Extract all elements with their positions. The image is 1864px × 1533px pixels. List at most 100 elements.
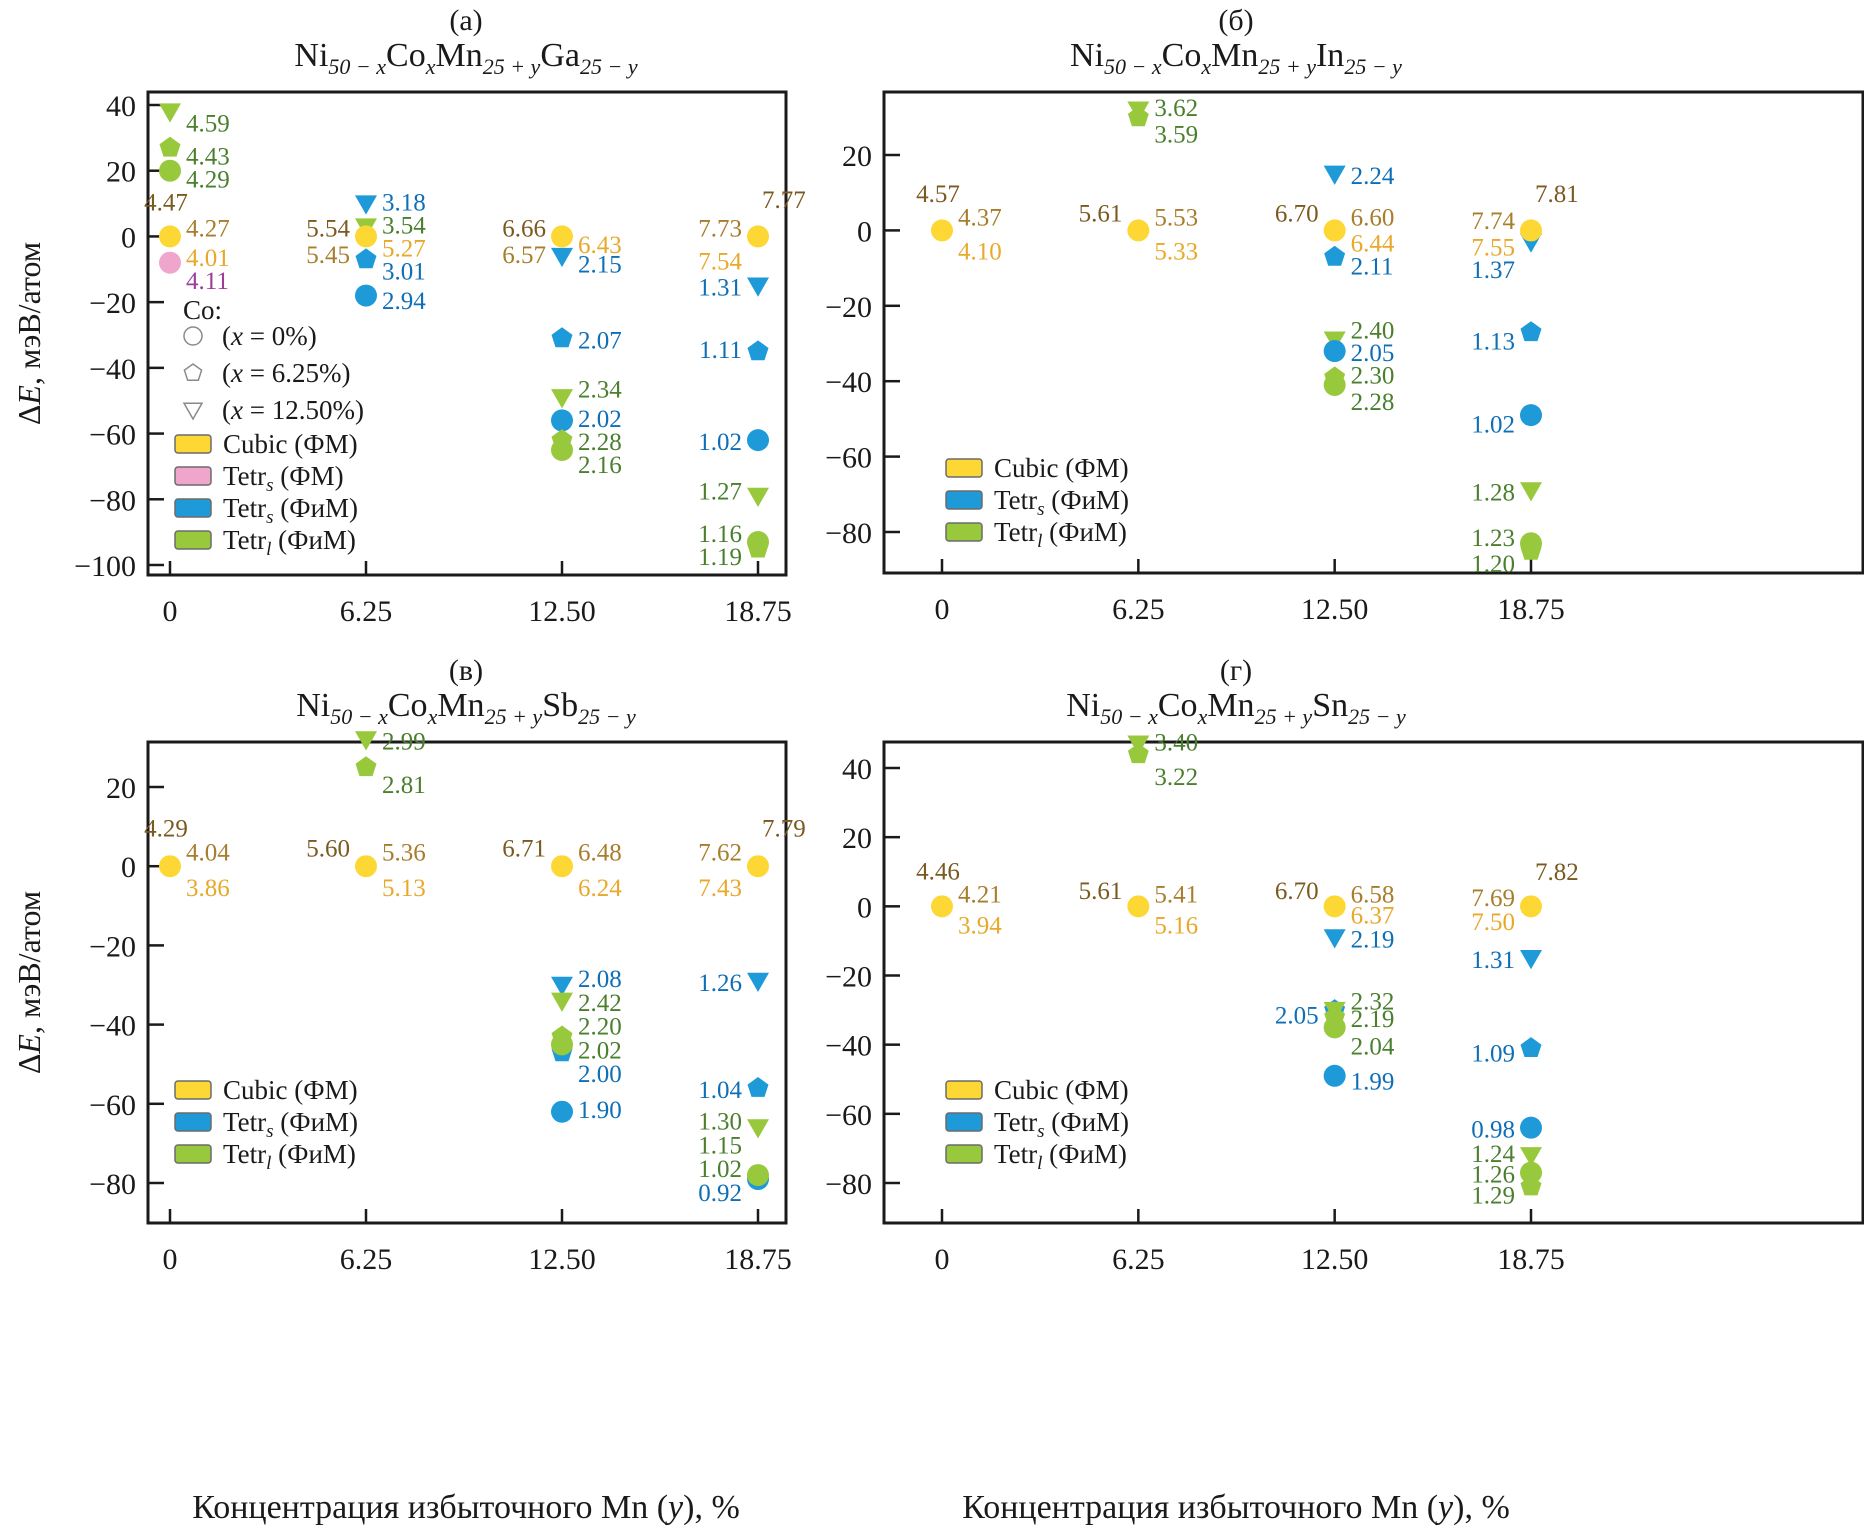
panel-title: Ni50 − xCoxMn25 + ySb25 − y — [296, 687, 636, 729]
value-label: 4.59 — [186, 110, 230, 137]
marker-tetr_s_fim-triangle-down — [1323, 929, 1346, 949]
marker-tetr_s_fim-triangle-down — [1323, 165, 1346, 185]
marker-tetr_s_fim-triangle-down — [551, 247, 573, 268]
co-legend-label: (x = 0%) — [222, 321, 317, 351]
value-label: 2.81 — [382, 772, 426, 799]
value-label: 1.31 — [698, 275, 742, 302]
marker-tetr_l_fim-circle — [551, 439, 573, 461]
value-label: 3.62 — [1154, 95, 1198, 122]
plot-frame — [146, 740, 788, 1225]
value-label: 1.13 — [1471, 329, 1515, 356]
value-label: 2.32 — [1351, 989, 1395, 1016]
x-tick-label: 12.50 — [528, 1243, 596, 1276]
value-label: 1.29 — [1471, 1182, 1515, 1209]
value-label: 1.26 — [698, 970, 742, 997]
value-label: 2.30 — [1351, 363, 1395, 390]
marker-tetr_s_fim-circle — [1520, 404, 1542, 427]
value-label: 5.27 — [382, 235, 426, 262]
marker-tetr_l_fim-triangle-down — [747, 1119, 769, 1139]
value-label: 2.24 — [1351, 163, 1395, 190]
value-label: 5.60 — [306, 835, 350, 862]
panel-title: Ni50 − xCoxMn25 + yGa25 − y — [294, 37, 637, 79]
value-label: 7.50 — [1471, 909, 1515, 936]
x-tick-label: 12.50 — [1301, 1243, 1369, 1276]
legend-label: Tetrs (ФиМ) — [994, 485, 1129, 520]
value-label: 7.54 — [698, 248, 742, 275]
value-label: 5.16 — [1154, 913, 1198, 940]
plot-frame — [882, 90, 1864, 575]
y-tick-label: −80 — [89, 484, 136, 517]
value-label: 2.94 — [382, 288, 426, 315]
marker-cubic_fm-circle — [1323, 219, 1346, 242]
y-tick-label: −40 — [89, 1010, 136, 1043]
value-label: 5.53 — [1154, 204, 1198, 231]
marker-tetr_s_fim-pentagon — [551, 327, 573, 348]
x-axis-label: Концентрация избыточного Mn (y), % — [962, 1489, 1510, 1526]
marker-cubic_fm-circle — [1520, 895, 1542, 918]
legend-label: Tetrs (ФМ) — [223, 461, 344, 496]
marker-tetr_s_fim-circle — [355, 284, 377, 307]
marker-tetr_l_fim-triangle-down — [1520, 1147, 1542, 1167]
x-axis-label: Концентрация избыточного Mn (y), % — [192, 1489, 740, 1526]
co-legend-label: (x = 12.50%) — [222, 395, 364, 425]
legend: Cubic (ФМ)Tetrs (ФиМ)Tetrl (ФиМ) — [174, 1075, 358, 1174]
legend-label: Cubic (ФМ) — [223, 429, 358, 459]
y-tick-label: −80 — [825, 517, 872, 550]
legend: Co:(x = 0%) (x = 6.25%) (x = 12.50%) Cubic … — [174, 295, 364, 560]
y-tick-label: −40 — [89, 353, 136, 386]
marker-cubic_fm-circle — [355, 855, 377, 878]
value-label: 6.24 — [578, 875, 622, 902]
co-legend-pentagon-icon — [183, 363, 203, 382]
value-label: 2.19 — [1351, 1006, 1395, 1033]
value-label: 2.11 — [1351, 253, 1394, 280]
value-label: 2.19 — [1351, 926, 1395, 953]
y-tick-label: −20 — [825, 961, 872, 994]
value-label: 2.28 — [1351, 389, 1395, 416]
value-label: 4.01 — [186, 245, 230, 272]
legend-label: Tetrs (ФиМ) — [223, 1107, 358, 1142]
legend-swatch-tetr_l_fim — [174, 1144, 212, 1164]
value-label: 7.74 — [1471, 208, 1515, 235]
marker-tetr_s_fim-pentagon — [747, 1077, 769, 1097]
legend-swatch-cubic_fm — [945, 458, 983, 478]
value-label: 1.24 — [1471, 1141, 1515, 1168]
y-tick-label: 40 — [106, 90, 136, 123]
marker-cubic_fm-circle — [931, 895, 953, 918]
marker-cubic_fm-circle — [747, 855, 769, 878]
y-tick-label: −40 — [825, 1030, 872, 1063]
value-label: 2.99 — [382, 728, 426, 755]
legend-label: Cubic (ФМ) — [994, 453, 1129, 483]
legend-swatch-tetr_s_fim — [174, 498, 212, 518]
marker-tetr_l_fim-pentagon — [1127, 743, 1149, 764]
x-tick-label: 6.25 — [340, 1243, 393, 1276]
marker-cubic_fm-circle — [551, 855, 573, 878]
value-label: 0.92 — [698, 1180, 742, 1207]
marker-cubic_fm-circle — [1520, 219, 1542, 242]
x-tick-label: 0 — [935, 1243, 950, 1276]
legend-label: Tetrs (ФиМ) — [223, 493, 358, 528]
legend-label: Tetrs (ФиМ) — [994, 1107, 1129, 1142]
x-tick-label: 18.75 — [1497, 1243, 1565, 1276]
y-tick-label: −100 — [74, 550, 136, 583]
legend: Cubic (ФМ)Tetrs (ФиМ)Tetrl (ФиМ) — [945, 1075, 1129, 1174]
co-legend-title: Co: — [183, 295, 222, 325]
legend-swatch-tetr_s_fim — [945, 490, 983, 510]
marker-tetr_l_fim-circle — [747, 1164, 769, 1187]
value-label: 6.57 — [502, 242, 546, 269]
marker-tetr_l_fim-triangle-down — [159, 103, 181, 123]
value-label: 3.59 — [1154, 121, 1198, 148]
value-label: 1.90 — [578, 1097, 622, 1124]
y-tick-label: −20 — [89, 930, 136, 963]
x-tick-label: 6.25 — [1112, 1243, 1165, 1276]
value-label: 1.28 — [1471, 480, 1515, 507]
marker-tetr_l_fim-pentagon — [355, 756, 377, 777]
value-label: 1.02 — [698, 1156, 742, 1183]
value-label: 6.43 — [578, 232, 622, 259]
marker-tetr_l_fim-circle — [551, 1033, 573, 1056]
marker-tetr_s_fim-circle — [747, 429, 769, 452]
legend-label: Cubic (ФМ) — [994, 1075, 1129, 1105]
co-legend-label: (x = 6.25%) — [222, 358, 350, 388]
x-tick-label: 18.75 — [724, 595, 792, 628]
marker-cubic_fm-circle — [551, 225, 573, 248]
marker-tetr_s_fim-circle — [551, 409, 573, 432]
